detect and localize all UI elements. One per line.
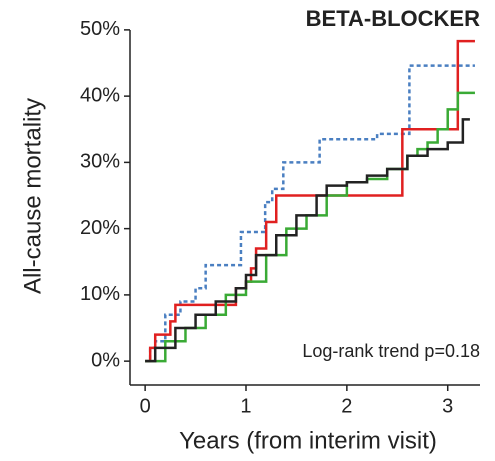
x-tick-label: 3 [442, 395, 453, 417]
survival-line [145, 118, 470, 363]
annotation: Log-rank trend p=0.18 [302, 341, 480, 361]
survival-line [145, 39, 475, 363]
x-axis-title: Years (from interim visit) [179, 427, 437, 454]
y-tick-label: 50% [80, 18, 120, 40]
y-axis-title: All-cause mortality [19, 98, 46, 294]
survival-line [145, 64, 475, 363]
x-tick-label: 2 [341, 395, 352, 417]
x-tick-label: 1 [240, 395, 251, 417]
y-tick-label: 10% [80, 283, 120, 305]
x-tick-label: 0 [140, 395, 151, 417]
chart-title: BETA-BLOCKER [306, 6, 480, 31]
y-tick-label: 20% [80, 217, 120, 239]
y-tick-label: 40% [80, 84, 120, 106]
y-tick-label: 0% [91, 349, 120, 371]
y-tick-label: 30% [80, 151, 120, 173]
